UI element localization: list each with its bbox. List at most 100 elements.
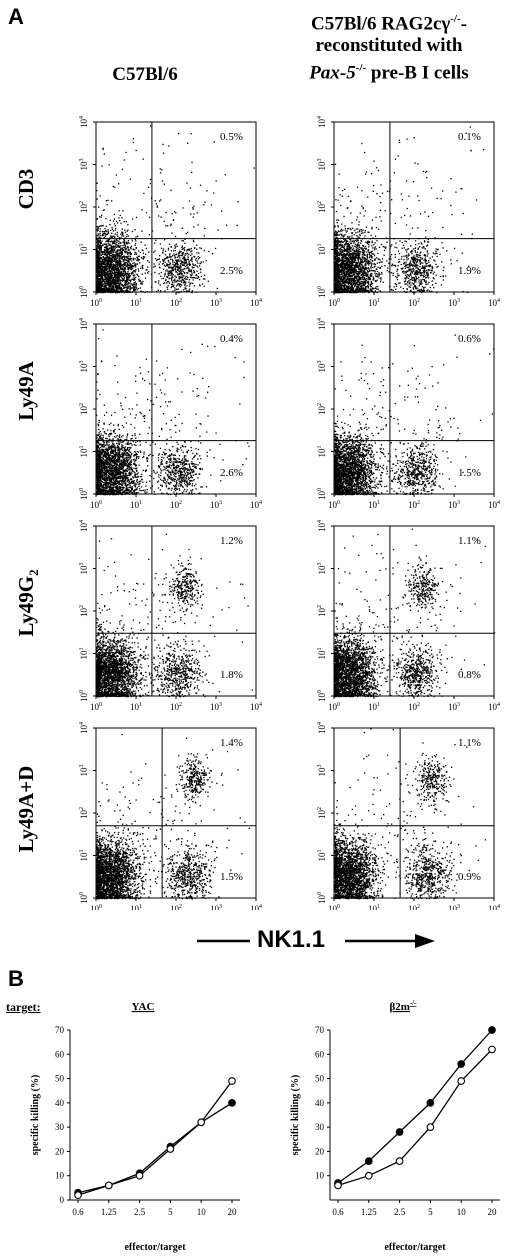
x-tick-label: 101 — [130, 500, 142, 510]
x-tick-label: 104 — [488, 904, 500, 910]
data-point-open — [395, 1157, 404, 1165]
x-tick-label: 1.25 — [361, 1207, 377, 1217]
y-tick-label: 101 — [317, 244, 327, 256]
x-tick-label: 103 — [448, 500, 460, 510]
panel-b-label: B — [8, 966, 24, 992]
upper-right-percentage: 0.4% — [220, 333, 243, 345]
x-tick-label: 100 — [328, 702, 340, 712]
flow-cytometry-panels: 1001001011011021021031031041040.5%2.5%10… — [79, 116, 500, 910]
data-point-open — [426, 1123, 435, 1131]
scatter-points — [334, 126, 485, 294]
y-tick-label: 103 — [317, 563, 327, 575]
data-point-open — [135, 1171, 144, 1180]
x-tick-label: 100 — [328, 500, 340, 510]
data-point-open — [166, 1145, 175, 1153]
nk11-text: NK1.1 — [257, 926, 325, 954]
x-tick-label: 102 — [170, 298, 182, 308]
x-tick-label: 100 — [328, 904, 340, 910]
scatter-points — [334, 728, 486, 900]
y-tick-label: 103 — [79, 159, 89, 171]
data-point-filled — [364, 1157, 373, 1165]
x-tick-label: 103 — [210, 298, 222, 308]
scatter-points — [96, 329, 250, 496]
x-tick-label: 100 — [328, 298, 340, 308]
y-axis-label: specific killing (%) — [30, 1075, 41, 1156]
y-tick-label: 100 — [317, 690, 327, 702]
x-tick-label: 101 — [368, 702, 380, 712]
y-tick-label: 101 — [79, 446, 89, 458]
y-tick-label: 100 — [79, 488, 89, 500]
x-tick-label: 101 — [130, 298, 142, 308]
x-tick-label: 103 — [448, 904, 460, 910]
y-tick-label: 103 — [79, 765, 89, 777]
y-tick-label: 100 — [317, 286, 327, 298]
chart-title: YAC — [132, 1001, 155, 1013]
x-tick-label: 101 — [368, 500, 380, 510]
y-tick-label: 30 — [55, 1122, 65, 1132]
x-tick-label: 101 — [368, 298, 380, 308]
line-chart-b2m: 10 20 30 40 50 60 70 0.6 1.25 2.5 5 10 20 β2m-/- effec… — [290, 999, 500, 1253]
upper-right-percentage: 0.1% — [458, 131, 481, 143]
upper-right-percentage: 0.6% — [458, 333, 481, 345]
column-header-left-text: C57Bl/6 — [112, 64, 177, 85]
data-point-open — [104, 1181, 113, 1190]
lower-right-percentage: 2.5% — [220, 265, 243, 277]
y-tick-label: 100 — [79, 892, 89, 904]
y-tick-label: 104 — [79, 722, 89, 734]
upper-right-percentage: 0.5% — [220, 131, 243, 143]
y-tick-label: 10 — [315, 1171, 325, 1181]
lower-right-percentage: 1.8% — [220, 669, 243, 681]
x-tick-label: 5 — [168, 1207, 173, 1217]
y-tick-label: 100 — [79, 286, 89, 298]
column-header-right-line3: Pax-5-/- pre-B I cells — [258, 57, 520, 84]
x-tick-label: 0.6 — [72, 1207, 84, 1217]
y-tick-label: 103 — [317, 159, 327, 171]
y-tick-label: 102 — [79, 605, 89, 617]
y-tick-label: 101 — [317, 850, 327, 862]
scatter-points — [96, 125, 255, 294]
lower-right-percentage: 0.9% — [458, 871, 481, 883]
upper-right-percentage: 1.2% — [220, 535, 243, 547]
x-tick-label: 102 — [408, 298, 420, 308]
y-tick-label: 30 — [315, 1122, 325, 1132]
y-tick-label: 70 — [55, 1025, 65, 1035]
data-point-filled — [457, 1060, 466, 1068]
panel-a-label: A — [8, 4, 24, 30]
y-tick-label: 100 — [317, 488, 327, 500]
x-tick-label: 10 — [197, 1207, 207, 1217]
y-tick-label: 0 — [60, 1195, 65, 1205]
y-tick-label: 104 — [317, 318, 327, 330]
lower-right-percentage: 1.5% — [220, 871, 243, 883]
series-line-filled — [337, 1029, 493, 1184]
x-tick-label: 20 — [488, 1207, 498, 1217]
y-tick-label: 103 — [79, 563, 89, 575]
x-tick-label: 10 — [457, 1207, 467, 1217]
x-axis-label: effector/target — [124, 1242, 186, 1253]
y-tick-label: 20 — [315, 1146, 325, 1156]
x-axis-label: effector/target — [384, 1242, 446, 1253]
data-point-open — [74, 1191, 82, 1199]
x-tick-label: 102 — [170, 702, 182, 712]
y-tick-label: 103 — [317, 765, 327, 777]
data-point-open — [228, 1077, 236, 1085]
y-tick-label: 60 — [315, 1049, 325, 1059]
x-tick-label: 20 — [228, 1207, 238, 1217]
x-tick-label: 104 — [250, 298, 262, 308]
lower-right-percentage: 1.5% — [458, 467, 481, 479]
x-tick-label: 1.25 — [101, 1207, 117, 1217]
x-tick-label: 102 — [408, 702, 420, 712]
lower-right-percentage: 2.6% — [220, 467, 243, 479]
y-tick-label: 103 — [317, 361, 327, 373]
x-tick-label: 2.5 — [134, 1207, 146, 1217]
upper-right-percentage: 1.4% — [220, 737, 243, 749]
data-point-open — [334, 1181, 342, 1190]
y-tick-label: 102 — [317, 403, 327, 415]
y-tick-label: 40 — [315, 1098, 325, 1108]
data-point-filled — [426, 1099, 435, 1107]
